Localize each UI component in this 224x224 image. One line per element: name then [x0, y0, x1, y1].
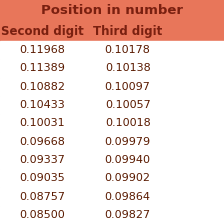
Text: Second digit: Second digit [1, 25, 84, 38]
Bar [0, 21, 224, 41]
Bar [0, 78, 224, 96]
Text: 0.09337: 0.09337 [20, 155, 65, 165]
Text: Third digit: Third digit [93, 25, 162, 38]
Bar [0, 41, 224, 59]
Text: 0.09035: 0.09035 [20, 173, 65, 183]
Text: 0.10138: 0.10138 [105, 63, 151, 73]
Text: 0.10031: 0.10031 [20, 118, 65, 128]
Bar [0, 0, 224, 21]
Text: 0.09902: 0.09902 [105, 173, 151, 183]
Text: 0.10433: 0.10433 [20, 100, 65, 110]
Text: 0.09827: 0.09827 [105, 210, 151, 220]
Bar [0, 132, 224, 151]
Text: 0.10018: 0.10018 [105, 118, 151, 128]
Bar [0, 96, 224, 114]
Text: 0.08500: 0.08500 [20, 210, 65, 220]
Text: 0.11389: 0.11389 [20, 63, 65, 73]
Text: 0.11968: 0.11968 [20, 45, 65, 55]
Bar [0, 151, 224, 169]
Bar [0, 169, 224, 187]
Bar [0, 187, 224, 206]
Text: 0.09940: 0.09940 [105, 155, 151, 165]
Text: 0.09668: 0.09668 [20, 137, 65, 147]
Text: 0.10097: 0.10097 [105, 82, 151, 92]
Bar [0, 114, 224, 132]
Bar [0, 206, 224, 224]
Text: 0.09864: 0.09864 [105, 192, 151, 202]
Text: 0.09979: 0.09979 [105, 137, 151, 147]
Text: 0.10882: 0.10882 [19, 82, 66, 92]
Text: 0.10178: 0.10178 [105, 45, 151, 55]
Text: Position in number: Position in number [41, 4, 183, 17]
Bar [0, 59, 224, 78]
Text: 0.08757: 0.08757 [19, 192, 66, 202]
Text: 0.10057: 0.10057 [105, 100, 151, 110]
